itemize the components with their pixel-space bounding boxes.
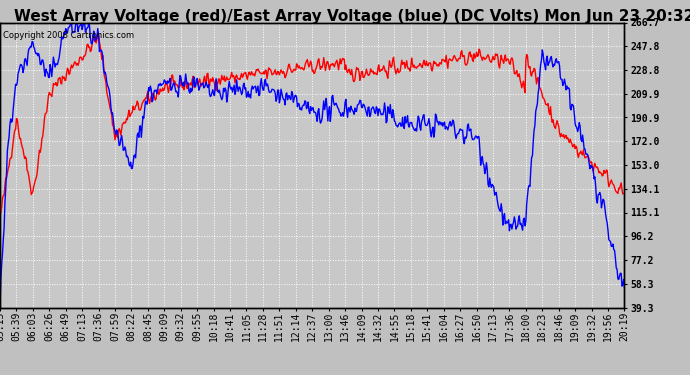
Text: West Array Voltage (red)/East Array Voltage (blue) (DC Volts) Mon Jun 23 20:32: West Array Voltage (red)/East Array Volt… bbox=[14, 9, 690, 24]
Text: Copyright 2008 Cartronics.com: Copyright 2008 Cartronics.com bbox=[3, 31, 135, 40]
